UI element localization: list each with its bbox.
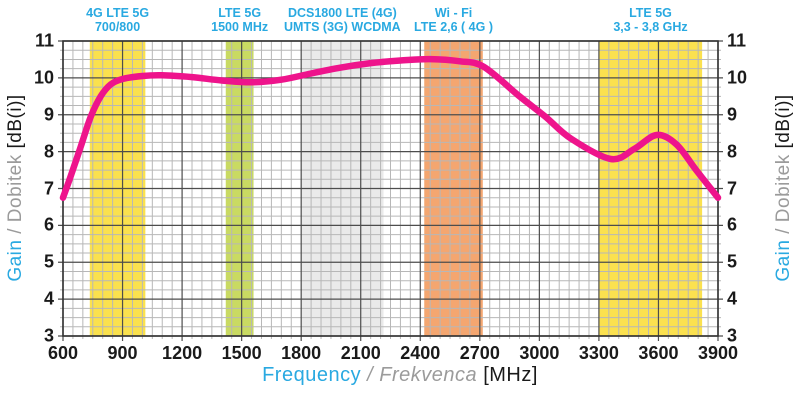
x-tick-label: 3600 — [638, 343, 679, 363]
y-tick-label: 8 — [43, 141, 54, 162]
y-tick-label: 9 — [727, 104, 738, 125]
y-tick-label: 8 — [727, 141, 738, 162]
band-label: 4G LTE 5G 700/800 — [86, 6, 150, 34]
x-tick-label: 900 — [107, 343, 138, 363]
band-label: DCS1800 LTE (4G) UMTS (3G) WCDMA — [284, 6, 401, 34]
x-tick-label: 2700 — [459, 343, 500, 363]
x-tick-label: 2100 — [340, 343, 381, 363]
x-tick-label: 1500 — [221, 343, 262, 363]
x-tick-label: 3900 — [697, 343, 739, 363]
y-tick-label: 11 — [34, 30, 54, 51]
axis-title-part: [dB(i)] — [773, 94, 794, 155]
y-tick-label: 10 — [33, 67, 54, 88]
x-tick-label: 3000 — [519, 343, 560, 363]
x-axis-title: Frequency / Frekvenca [MHz] — [262, 364, 538, 387]
x-tick-label: 600 — [47, 343, 79, 363]
y-tick-label: 3 — [43, 325, 54, 346]
axis-title-part: / — [5, 222, 26, 240]
y-tick-label: 3 — [727, 325, 738, 346]
y-tick-label: 11 — [727, 30, 747, 51]
y-tick-label: 5 — [727, 251, 738, 272]
band-label: LTE 5G 1500 MHz — [211, 6, 269, 34]
y-tick-label: 4 — [43, 288, 54, 309]
axis-title-part: Frekvenca — [379, 364, 478, 386]
axis-title-part: Gain — [773, 239, 794, 282]
x-tick-label: 2400 — [400, 343, 441, 363]
y-tick-label: 6 — [727, 214, 738, 235]
y-tick-label: 9 — [43, 104, 54, 125]
axis-title-part: / — [361, 364, 380, 386]
y-tick-label: 4 — [727, 288, 738, 309]
axis-title-part: / — [773, 222, 794, 240]
axis-title-part: Dobitek — [5, 154, 26, 223]
axis-title-part: [MHz] — [477, 364, 538, 386]
y-axis-title-right: Gain / Dobitek [dB(i)] — [773, 94, 795, 281]
axis-title-part: Gain — [5, 239, 26, 282]
band-label: Wi - Fi LTE 2,6 ( 4G ) — [414, 6, 493, 34]
y-tick-label: 10 — [727, 67, 748, 88]
x-tick-label: 1800 — [281, 343, 322, 363]
x-tick-label: 1200 — [162, 343, 203, 363]
y-tick-label: 6 — [43, 214, 54, 235]
y-tick-label: 7 — [727, 178, 738, 198]
x-tick-label: 3300 — [578, 343, 619, 363]
axis-title-part: Frequency — [262, 364, 362, 386]
y-axis-title-left: Gain / Dobitek [dB(i)] — [5, 94, 27, 281]
gain-curve — [59, 55, 722, 201]
axis-title-part: Dobitek — [773, 154, 794, 223]
y-tick-label: 5 — [43, 251, 54, 272]
axis-title-part: [dB(i)] — [5, 94, 26, 155]
band-label: LTE 5G 3,3 - 3,8 GHz — [613, 6, 688, 34]
y-tick-label: 7 — [43, 178, 54, 198]
